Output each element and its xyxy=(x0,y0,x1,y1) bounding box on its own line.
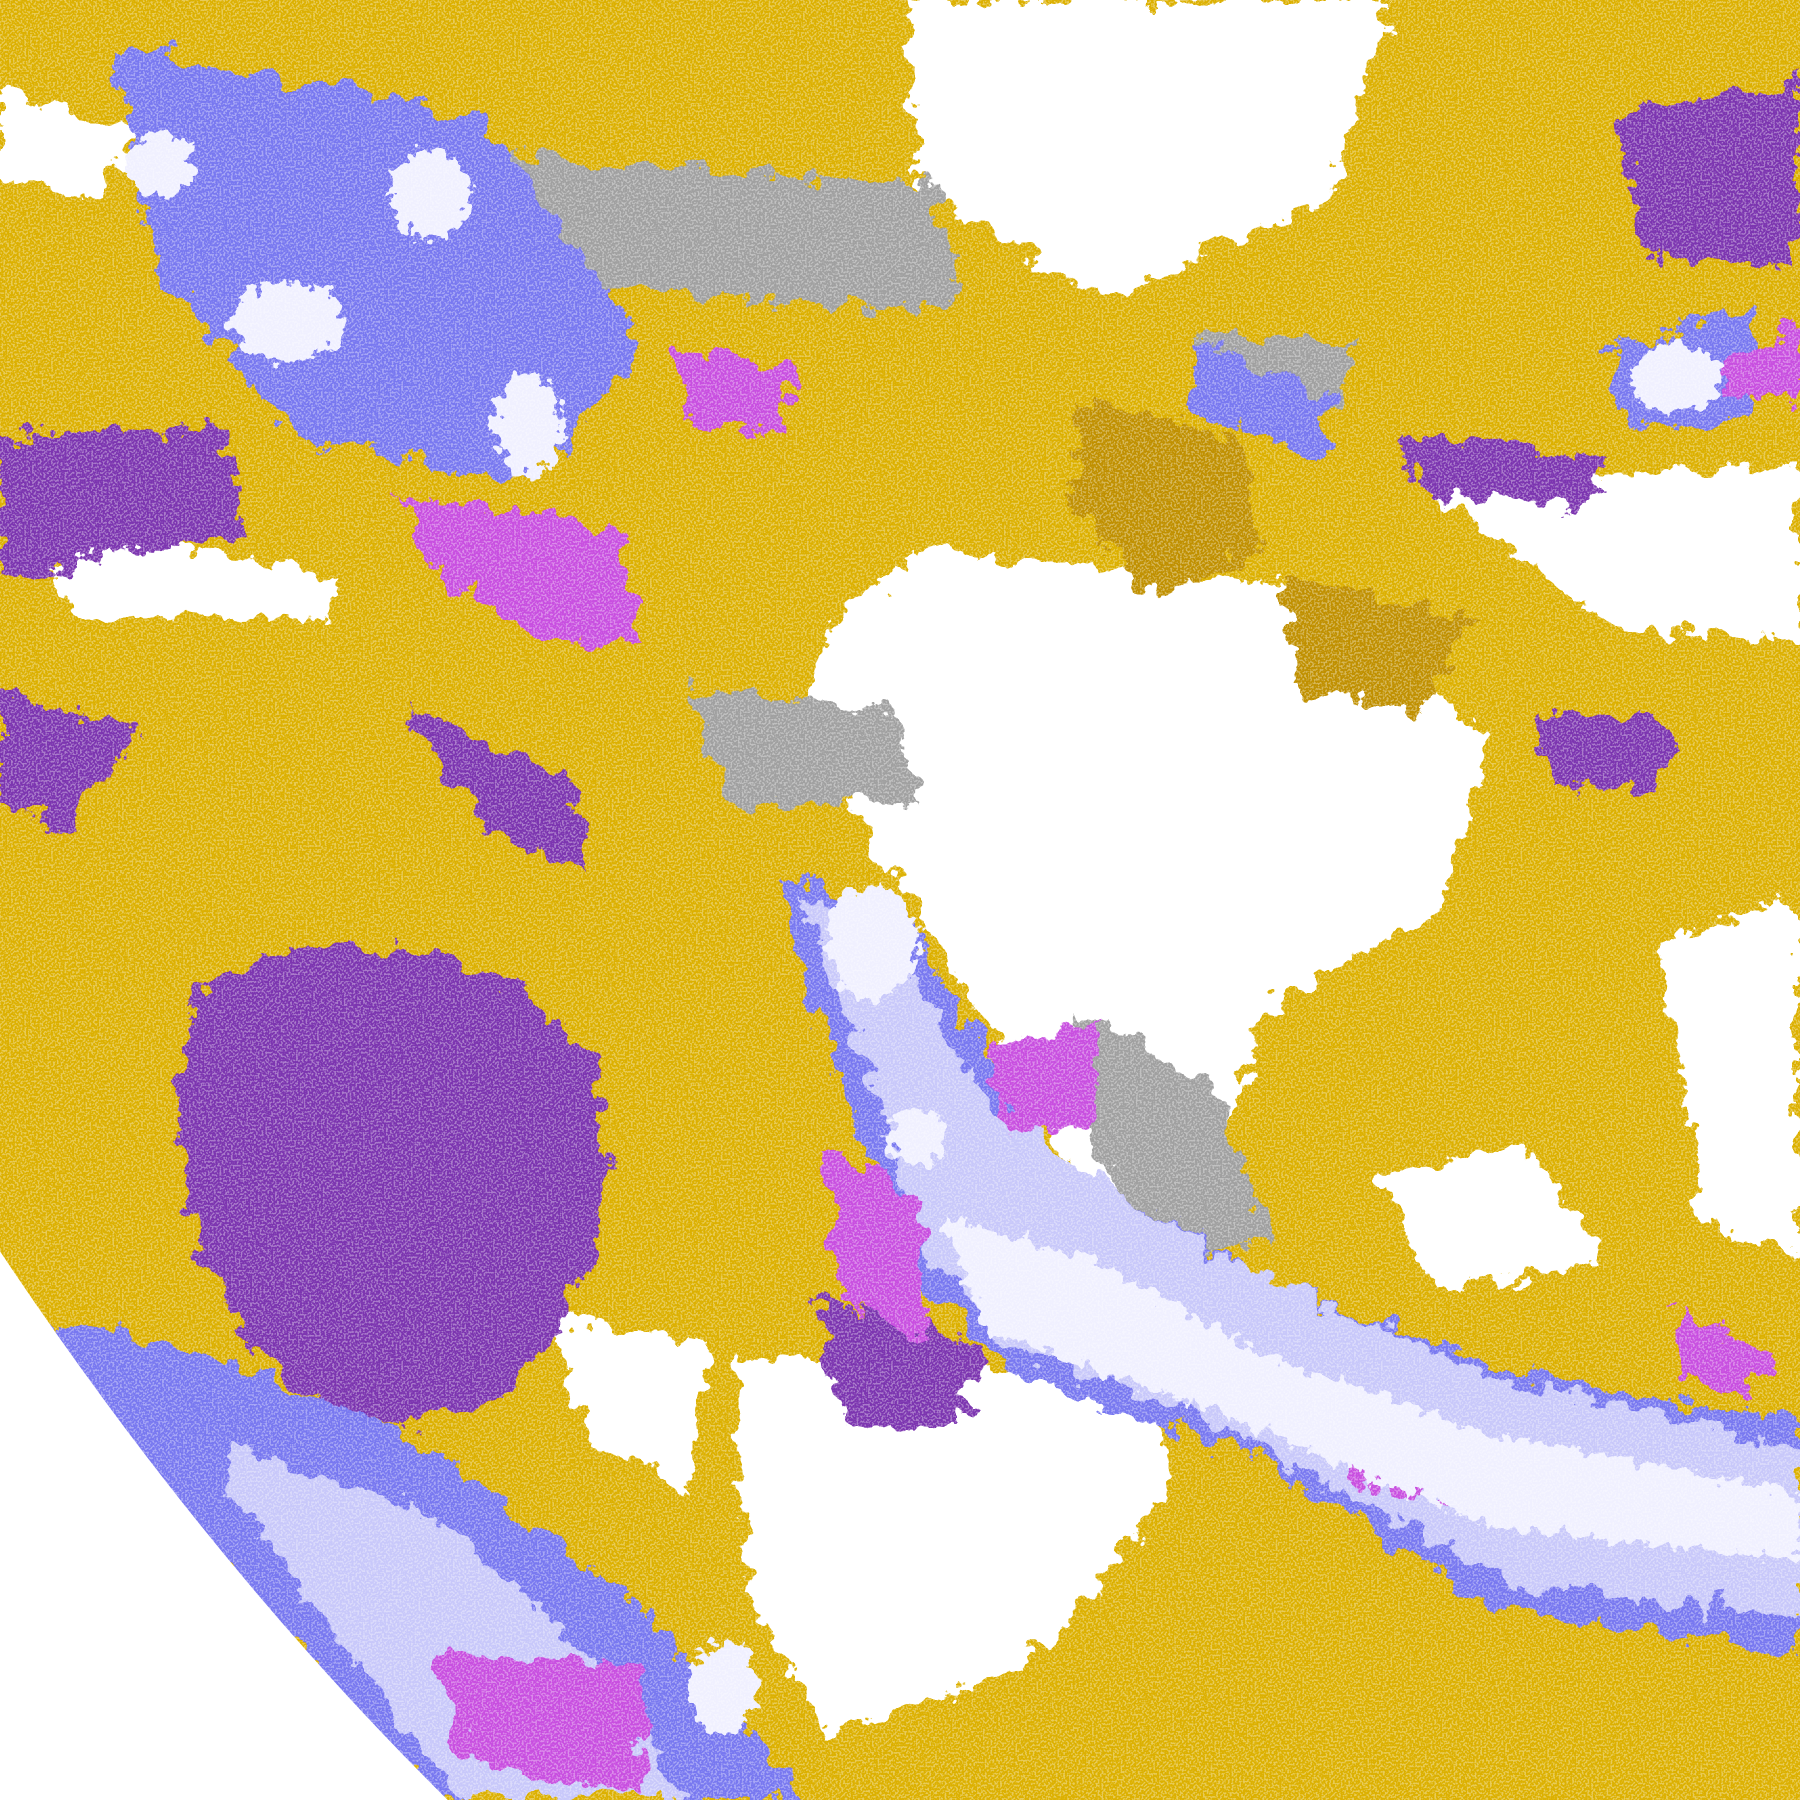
space-outside-earth-disk xyxy=(0,1251,448,1800)
